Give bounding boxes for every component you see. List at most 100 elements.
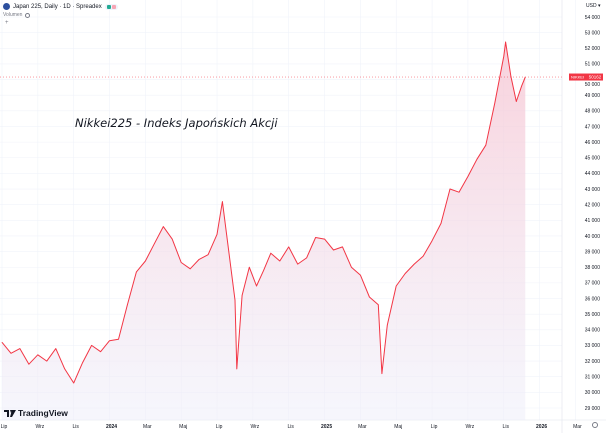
y-tick-label: 54 000 [585,15,601,21]
data-point [234,299,236,301]
price-badge-symbol: NIKKEI [571,75,584,80]
data-point [189,268,191,270]
y-tick-label: 46 000 [585,140,601,146]
y-tick-label: 44 000 [585,171,601,177]
data-point [28,363,30,365]
data-point [180,262,182,263]
data-point [198,259,200,260]
data-point [404,273,406,274]
y-tick-label: 40 000 [585,234,601,240]
data-point [440,223,442,224]
data-point [263,270,264,271]
data-point [145,260,146,262]
chart-annotation: Nikkei225 - Indeks Japońskich Akcji [75,116,278,130]
data-point [279,260,281,262]
data-point [82,362,83,363]
x-tick-label: Wrz [35,424,44,430]
x-tick-label: 2025 [321,424,332,430]
y-tick-label: 51 000 [585,62,601,68]
data-point [485,144,487,146]
data-point [73,382,74,384]
settings-gear-icon[interactable] [592,422,598,428]
x-tick-label: Mar [358,424,367,430]
price-badge-value: 50162 [589,75,602,80]
y-tick-label: 47 000 [585,124,601,130]
data-point [241,295,243,296]
symbol-title[interactable]: Japan 225, Daily · 1D · Spreadex [13,3,102,10]
x-tick-label: Maj [179,424,187,430]
data-point [270,252,272,254]
data-point [1,342,3,343]
y-tick-label: 49 000 [585,93,601,99]
y-tick-label: 45 000 [585,156,601,162]
currency-selector[interactable]: USD ▾ [586,3,601,9]
data-point [378,304,379,306]
x-tick-label: Lip [431,424,438,430]
currency-label: USD [586,3,597,9]
y-tick-label: 29 000 [585,406,601,412]
data-point [109,340,110,342]
brand-name: TradingView [18,408,68,418]
data-point [413,263,415,265]
data-point [248,266,250,268]
y-tick-label: 32 000 [585,359,601,365]
symbol-logo-icon [3,3,10,10]
data-point [458,191,460,193]
chart-header: Japan 225, Daily · 1D · Spreadex [3,3,118,10]
x-tick-label: Wrz [466,424,475,430]
data-point [342,246,343,248]
data-point [505,41,506,43]
data-point [37,354,39,356]
y-tick-label: 48 000 [585,109,601,115]
y-tick-label: 52 000 [585,46,601,52]
data-point [227,243,229,245]
data-point [386,324,388,326]
data-point [306,257,307,259]
y-tick-label: 36 000 [585,296,601,302]
y-tick-label: 38 000 [585,265,601,271]
y-tick-label: 42 000 [585,202,601,208]
status-red-icon [111,4,116,9]
y-tick-label: 43 000 [585,187,601,193]
data-point [449,188,451,190]
y-tick-label: 41 000 [585,218,601,224]
data-point [381,373,383,374]
tradingview-logo[interactable]: TradingView [4,408,68,418]
data-point [521,85,522,87]
y-tick-label: 39 000 [585,249,601,255]
x-tick-label: Mar [573,424,582,430]
x-tick-label: Mar [143,424,152,430]
data-point [288,246,290,248]
data-point [127,304,128,306]
data-point [19,348,21,349]
data-point [154,243,155,245]
data-point [395,285,397,287]
data-point [297,263,298,265]
x-tick-label: Lip [216,424,223,430]
data-point [324,238,325,240]
data-point [351,266,352,268]
tradingview-icon [4,409,16,417]
data-point [162,226,164,227]
y-tick-label: 33 000 [585,343,601,349]
y-tick-label: 53 000 [585,30,601,36]
price-line [1,41,526,384]
data-point [216,234,218,235]
data-point [422,255,424,257]
volume-label: Volumen [3,12,23,18]
data-point [222,201,223,202]
y-tick-label: 31 000 [585,375,601,381]
data-point [10,352,12,354]
market-status [104,3,118,10]
data-point [236,368,238,370]
data-point [369,296,370,298]
data-point [46,360,48,362]
data-point [315,237,316,238]
x-tick-label: Wrz [250,424,259,430]
data-point [64,368,66,370]
eye-icon[interactable] [25,12,31,18]
status-green-icon [106,4,111,9]
plus-icon[interactable]: + [5,20,9,26]
volume-indicator[interactable]: Volumen [3,12,31,18]
